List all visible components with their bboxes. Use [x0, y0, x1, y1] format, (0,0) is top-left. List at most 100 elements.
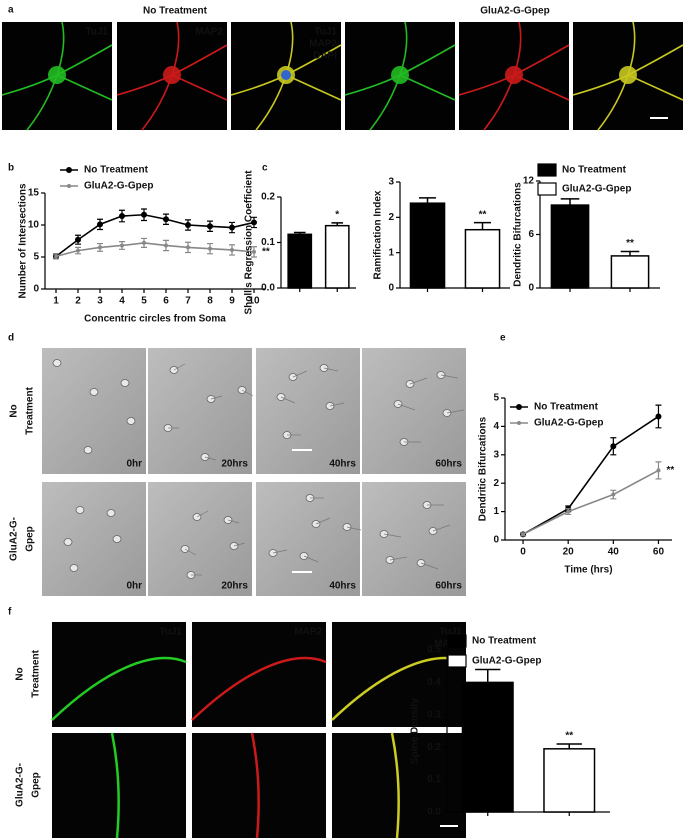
error-bar	[475, 668, 501, 683]
data-point	[186, 245, 190, 250]
x-axis-label: Concentric circles from Soma	[84, 314, 226, 325]
micrograph	[332, 622, 466, 727]
row-label: Gpep	[31, 772, 42, 798]
data-point	[230, 247, 234, 252]
y-axis-label: Ramification Index	[373, 190, 384, 279]
time-label: 0hr	[126, 459, 142, 470]
y-tick-label: 0.0	[427, 807, 441, 818]
image-label: TuJ1	[314, 27, 337, 38]
legend-label: No Treatment	[472, 636, 537, 647]
panel-letter: a	[8, 5, 14, 16]
data-point	[521, 532, 526, 537]
y-tick-label: 5	[33, 252, 39, 263]
row-label: No	[9, 404, 20, 417]
data-point	[54, 254, 58, 259]
y-tick-label: 4	[493, 421, 499, 432]
x-tick-label: 8	[207, 296, 213, 307]
y-tick-label: 6	[528, 229, 534, 240]
cell	[120, 379, 130, 387]
series-line	[522, 469, 659, 536]
series-line	[522, 415, 659, 536]
dendrite	[191, 656, 327, 721]
data-point	[655, 413, 662, 420]
x-tick-label: 2	[75, 296, 81, 307]
y-tick-label: 1	[493, 506, 499, 517]
cell	[83, 446, 93, 454]
x-tick-label: 7	[185, 296, 191, 307]
image-label: MAP2	[309, 39, 337, 50]
process	[233, 542, 246, 547]
data-point	[141, 211, 147, 218]
y-tick-label: 0.2	[427, 742, 441, 753]
time-label: 40hrs	[329, 581, 356, 592]
error-bar	[560, 198, 580, 206]
data-point	[75, 236, 81, 243]
y-tick-label: 0.2	[261, 192, 275, 203]
process	[280, 396, 296, 404]
legend-swatch	[537, 163, 557, 177]
x-tick-label: 1	[53, 296, 59, 307]
legend-label: GluA2-G-Gpep	[562, 184, 631, 195]
process	[389, 556, 408, 561]
x-tick-label: 10	[248, 296, 260, 307]
data-point	[163, 216, 169, 223]
x-tick-label: 0	[520, 547, 526, 558]
cell	[52, 359, 62, 367]
legend-swatch	[447, 654, 467, 668]
bar	[543, 748, 596, 813]
time-label: 20hrs	[221, 459, 248, 470]
y-tick-label: 10	[28, 220, 40, 231]
process	[346, 526, 362, 531]
micrograph	[192, 622, 326, 727]
y-tick-label: 12	[523, 176, 535, 187]
x-tick-label: 6	[163, 296, 169, 307]
process	[272, 549, 288, 554]
legend-marker	[67, 184, 71, 188]
bar	[409, 202, 446, 289]
cell	[89, 388, 99, 396]
dic-image	[42, 348, 146, 474]
image-label: TuJ1	[439, 627, 462, 638]
data-point	[76, 248, 80, 253]
dendrite	[250, 732, 260, 838]
annotation: **	[479, 209, 487, 220]
y-tick-label: 5	[493, 393, 499, 404]
cell	[112, 535, 122, 543]
error-bar	[473, 221, 492, 230]
process	[227, 519, 240, 524]
process	[432, 524, 451, 532]
process	[292, 370, 308, 378]
y-axis-label: Sholl's Regression Coefficient	[244, 170, 255, 315]
y-tick-label: 15	[28, 188, 40, 199]
cell	[69, 564, 79, 572]
y-tick-label: 0.1	[427, 774, 441, 785]
cell	[106, 509, 116, 517]
x-tick-label: 9	[229, 296, 235, 307]
bar	[324, 224, 350, 289]
data-point	[119, 213, 125, 220]
time-label: 60hrs	[435, 581, 462, 592]
row-label: Treatment	[31, 649, 42, 697]
y-tick-label: 0.5	[427, 645, 441, 656]
x-tick-label: 5	[141, 296, 147, 307]
error-bar	[620, 250, 640, 256]
row-label: Treatment	[25, 386, 36, 434]
error-bar	[331, 222, 344, 226]
data-point	[610, 443, 617, 450]
legend-label: GluA2-G-Gpep	[84, 181, 153, 192]
bar	[610, 255, 650, 289]
y-tick-label: 0.0	[261, 283, 275, 294]
legend-label: No Treatment	[84, 165, 149, 176]
annotation: **	[262, 247, 270, 258]
process	[241, 389, 254, 397]
y-tick-label: 0.4	[427, 677, 441, 688]
row-label: No	[15, 667, 26, 680]
error-bar	[293, 231, 306, 235]
legend-marker	[66, 167, 72, 173]
legend-swatch	[447, 634, 467, 648]
process	[204, 456, 217, 461]
process	[323, 367, 339, 372]
dic-image	[148, 482, 252, 596]
process	[383, 533, 402, 538]
micrograph	[52, 622, 186, 727]
